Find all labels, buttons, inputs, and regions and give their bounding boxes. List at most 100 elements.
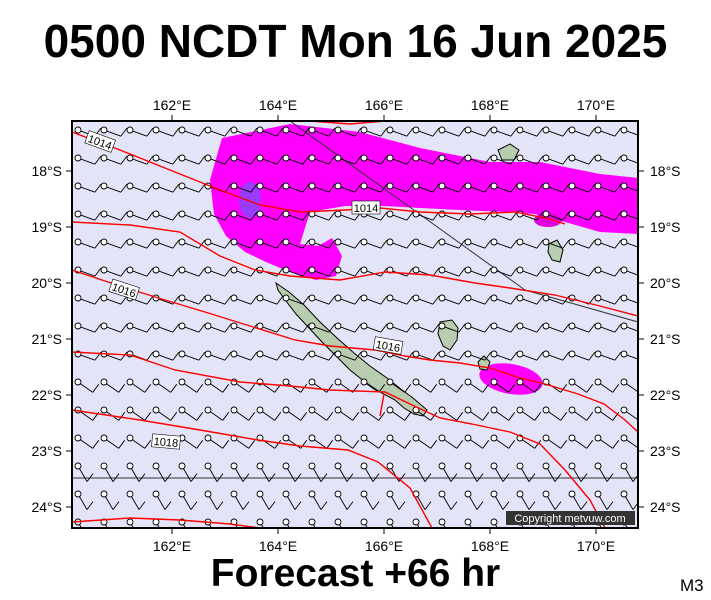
wind-barb xyxy=(204,154,232,165)
wind-barb xyxy=(620,294,638,304)
wind-barb xyxy=(490,518,498,528)
wind-barb xyxy=(152,154,180,165)
wind-barb xyxy=(256,154,284,165)
wind-barb xyxy=(308,462,328,482)
wind-barb xyxy=(230,238,258,249)
wind-barb xyxy=(386,294,414,305)
wind-barb xyxy=(620,322,638,332)
wind-barb xyxy=(620,406,638,421)
wind-barb xyxy=(412,126,440,137)
wind-barb xyxy=(438,490,458,510)
wind-barb xyxy=(256,350,284,361)
wind-barb xyxy=(542,238,570,249)
wind-barb xyxy=(568,434,594,449)
wind-barb xyxy=(308,490,328,510)
wind-barb xyxy=(100,238,128,249)
wind-barb xyxy=(282,518,290,528)
wind-barb xyxy=(620,210,638,220)
wind-barb xyxy=(126,182,154,193)
wind-barb xyxy=(568,462,588,482)
wind-barb xyxy=(74,294,102,305)
lat-label: 22°S xyxy=(650,387,681,403)
wind-barb xyxy=(542,154,570,165)
wind-barb xyxy=(100,434,126,449)
wind-barb xyxy=(126,434,152,449)
lon-label: 170°E xyxy=(577,97,615,113)
wind-barb xyxy=(100,210,128,221)
wind-barb xyxy=(594,350,622,361)
wind-barb xyxy=(412,294,440,305)
wind-barb xyxy=(282,126,310,137)
wind-barb xyxy=(204,378,230,393)
wind-barb xyxy=(308,126,336,137)
wind-barb xyxy=(464,126,492,137)
wind-barb xyxy=(256,126,284,137)
wind-barb xyxy=(594,462,614,482)
wind-barb xyxy=(594,378,620,393)
wind-barb xyxy=(620,434,638,449)
wind-barb xyxy=(74,490,94,510)
wind-barb xyxy=(594,126,622,137)
wind-barb xyxy=(334,238,362,249)
wind-barb xyxy=(204,322,232,333)
wind-barb xyxy=(594,182,622,193)
wind-barb xyxy=(464,238,492,249)
wind-barb xyxy=(74,238,102,249)
wind-barb xyxy=(178,462,198,482)
latitude-labels-right: 18°S 19°S 20°S 21°S 22°S 23°S 24°S xyxy=(650,163,681,515)
wind-barb xyxy=(282,490,302,510)
wind-barb xyxy=(178,126,206,137)
lat-label: 21°S xyxy=(650,331,681,347)
wind-barb xyxy=(334,322,362,333)
wind-barb xyxy=(230,350,258,361)
wind-barb xyxy=(516,154,544,165)
wind-barb xyxy=(230,490,250,510)
wind-barb xyxy=(178,182,206,193)
wind-barb xyxy=(230,462,250,482)
wind-barb xyxy=(542,322,570,333)
wind-barb xyxy=(126,406,152,421)
wind-barb xyxy=(360,322,388,333)
wind-barb xyxy=(282,210,310,221)
wind-barb xyxy=(568,210,596,221)
wind-barb xyxy=(178,378,204,393)
wind-barb xyxy=(74,210,102,221)
wind-barb xyxy=(74,182,102,193)
wind-barb xyxy=(178,238,206,249)
wind-barb xyxy=(490,182,518,193)
wind-barb xyxy=(438,126,466,137)
wind-barb xyxy=(74,154,102,165)
wind-barb xyxy=(282,434,308,449)
wind-barb xyxy=(438,294,466,305)
map-frame xyxy=(71,120,639,529)
wind-barb xyxy=(178,490,198,510)
wind-barb xyxy=(464,182,492,193)
wind-barb xyxy=(126,378,152,393)
wind-barb xyxy=(178,350,206,361)
wind-barb xyxy=(568,378,594,393)
wind-barb xyxy=(178,294,206,305)
wind-barb xyxy=(464,294,492,305)
wind-barb xyxy=(568,266,596,277)
wind-barb xyxy=(594,434,620,449)
wind-barb xyxy=(360,126,388,137)
wind-barb xyxy=(490,462,510,482)
wind-barb xyxy=(620,126,638,136)
wind-barb xyxy=(412,266,440,277)
wind-barb xyxy=(152,182,180,193)
wind-barb xyxy=(256,182,284,193)
wind-barb xyxy=(334,490,354,510)
wind-barb xyxy=(256,406,282,421)
wind-barb xyxy=(230,294,258,305)
ouvea-island xyxy=(497,143,520,161)
isobar-1018-b xyxy=(72,409,433,528)
wind-barb xyxy=(230,210,258,221)
wind-barb xyxy=(308,350,336,361)
wind-barb xyxy=(360,518,368,528)
wind-barb xyxy=(100,322,128,333)
wind-barb xyxy=(412,238,440,249)
wind-barb xyxy=(594,490,614,510)
wind-barb xyxy=(386,434,412,449)
wind-barb xyxy=(74,434,100,449)
wind-barb xyxy=(490,406,516,421)
